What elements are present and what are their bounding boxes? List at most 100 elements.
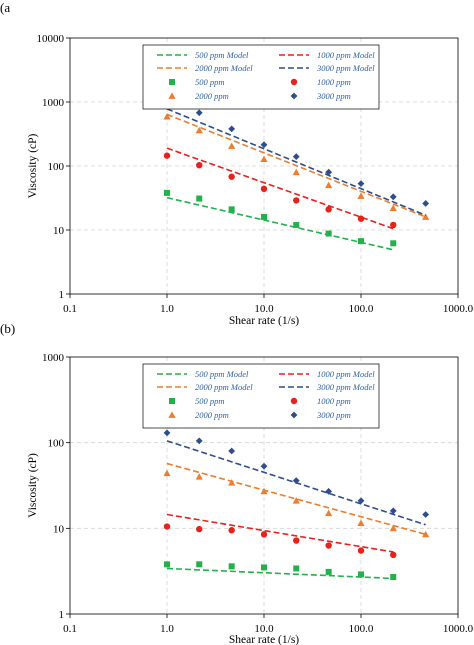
panel-b-y-axis-title: Viscosity (cP) [27,453,39,518]
panel-a-legend-3000-ppm-model-label: 3000 ppm Model [316,63,375,73]
panel-b-x-tick-label: 10.0 [254,623,274,635]
panel-b-y-tick-label: 1 [59,609,65,621]
panel-b-3000-ppm-point [422,511,430,518]
panel-a-y-tick-label: 100 [48,161,65,173]
panel-a-legend-2000-ppm-swatch [168,92,176,99]
panel-b-2000-ppm-point [163,469,171,477]
panel-a-legend-1000-ppm-label: 1000 ppm [317,77,351,87]
panel-a-500-ppm-model-line [166,196,394,251]
panel-b-3000-ppm-model-line [166,440,426,526]
panel-a-2000-ppm-point [260,155,268,163]
panel-b-legend: 500 ppm Model 1000 ppm Model 2000 ppm Mode… [142,363,380,429]
panel-b-x-tick-label: 100.0 [349,623,374,635]
panel-a-3000-ppm-point [292,153,300,161]
panel-a-x-tick-label: 10.0 [254,303,274,315]
panel-b-2000-ppm-point [228,479,236,486]
panel-a-1000-ppm-point [196,161,203,169]
panel-b-3000-ppm-point [163,429,171,437]
panel-a-2000-ppm-point [228,142,236,149]
panel-b-x-tick-label: 1000.0 [443,623,474,635]
panel-b-legend-2000-ppm-swatch [168,411,176,418]
panel-b-y-tick-label: 1000 [42,352,65,364]
panel-a-x-tick-label: 1000.0 [443,303,474,315]
panel-b-500-ppm-point [358,571,364,578]
panel-a-legend-box [142,44,380,110]
panel-a-x-tick-label: 0.1 [63,303,77,315]
panel-a-2000-ppm-point [292,168,300,176]
panel-b-500-ppm-model-line [166,567,394,580]
panel-a: (a 0.1 1.0 10.0 100.0 1000.0110100100010000 … [0,0,474,327]
panel-a-legend-1000-ppm-model-label: 1000 ppm Model [317,50,375,60]
panel-a-2000-ppm-point [325,181,333,189]
panel-b-x-axis-title: Shear rate (1/s) [229,634,299,645]
panel-a-x-axis-title: Shear rate (1/s) [229,315,299,327]
panel-a-ticks: 0.1 1.0 10.0 100.0 1000.0 1 10 100 1000 10000 [37,33,474,315]
panel-a-500-ppm-point [261,213,267,220]
panel-a-500-ppm-point [390,240,397,247]
panel-a-1000-ppm-model-line [166,147,394,230]
panel-b-2000-ppm-point [260,487,268,495]
panel-a-1000-ppm-point [228,173,235,180]
panel-b-legend-3000-ppm-label: 3000 ppm [316,410,351,420]
panel-b-1000-ppm-point [260,531,268,538]
panel-a-x-tick-label: 100.0 [349,303,374,315]
panel-b-1000-ppm-model-line [166,513,394,553]
panel-a-3000-ppm-point [389,193,397,201]
panel-a-500-ppm-point [164,189,170,196]
panel-b-3000-ppm-point [292,477,300,485]
panel-a-legend-2000-ppm-label: 2000 ppm [195,91,229,101]
panel-b-2000-ppm-point [389,524,397,532]
panel-a-legend-3000-ppm-label: 3000 ppm [316,91,351,101]
panel-a-2000-ppm-point [195,126,203,134]
panel-a-legend-2000-ppm-model-label: 2000 ppm Model [195,63,253,73]
panel-a-y-tick-label: 1 [59,289,65,301]
panel-a-3000-ppm-point [228,125,236,133]
panel-b-legend-2000-ppm-model-label: 2000 ppm Model [195,382,253,392]
panel-b-3000-ppm-point [228,447,236,455]
panel-b-legend-3000-ppm-swatch [290,411,298,419]
panel-a-500-ppm-point [228,206,235,213]
panel-a-label: (a [0,0,10,15]
panel-b-legend-1000-ppm-label: 1000 ppm [317,396,351,406]
panel-a-500-ppm-point [325,230,332,237]
panel-a-y-axis-title: Viscosity (cP) [27,133,39,198]
panel-a-1000-ppm-point [293,197,300,204]
panel-a-legend-500-ppm-label: 500 ppm [195,77,225,87]
panel-b-y-tick-label: 10 [53,523,65,535]
panel-a-2000-ppm-point [389,204,397,211]
panel-b-legend-1000-ppm-swatch [290,397,298,405]
panel-b-2000-ppm-point [422,530,430,538]
panel-b-2000-ppm-point [325,509,333,517]
panel-a-2000-ppm-point [357,192,365,199]
panel-b-3000-ppm-point [260,462,268,470]
panel-a-legend-1000-ppm-swatch [290,78,298,86]
panel-b-1000-ppm-point [163,523,171,530]
panel-a-1000-ppm-point [163,152,171,159]
panel-a-1000-ppm-point [390,221,397,229]
panel-a-3000-ppm-point [260,141,268,149]
panel-b-1000-ppm-point [357,547,365,554]
panel-a-3000-ppm-point [422,200,430,207]
panel-a-2000-ppm-point [422,213,430,220]
panel-b-3000-ppm-point [195,437,203,445]
panel-b-1000-ppm-point [390,551,397,559]
panel-a-legend: 500 ppm Model 1000 ppm Model 2000 ppm Mode… [142,44,380,110]
panel-a-1000-ppm-point [325,206,332,213]
panel-b-legend-500-ppm-swatch [169,398,175,404]
panel-a-2000-ppm-model-line [166,113,426,218]
panel-a-legend-500-ppm-swatch [169,79,175,85]
panel-b-ticks: 0.1 1.0 10.0 100.0 1000.0 1 10 100 1000 [42,352,474,635]
panel-b-500-ppm-point [293,565,300,572]
panel-a-3000-ppm-point [195,109,203,117]
panel-b: (b) 0.1 1.0 10.0 100.0 1000.0 1 10 100 1000 Shea… [0,321,474,645]
panel-a-x-tick-label: 1.0 [160,303,174,315]
panel-b-legend-500-ppm-model-label: 500 ppm Model [195,369,249,379]
panel-a-2000-ppm-point [163,113,171,120]
panel-b-legend-2000-ppm-label: 2000 ppm [195,410,229,420]
panel-b-label: (b) [0,321,15,336]
panel-b-500-ppm-point [196,561,203,568]
panel-b-500-ppm-point [390,574,397,581]
panel-b-y-tick-label: 100 [48,438,65,450]
panel-b-legend-1000-ppm-model-label: 1000 ppm Model [317,369,375,379]
